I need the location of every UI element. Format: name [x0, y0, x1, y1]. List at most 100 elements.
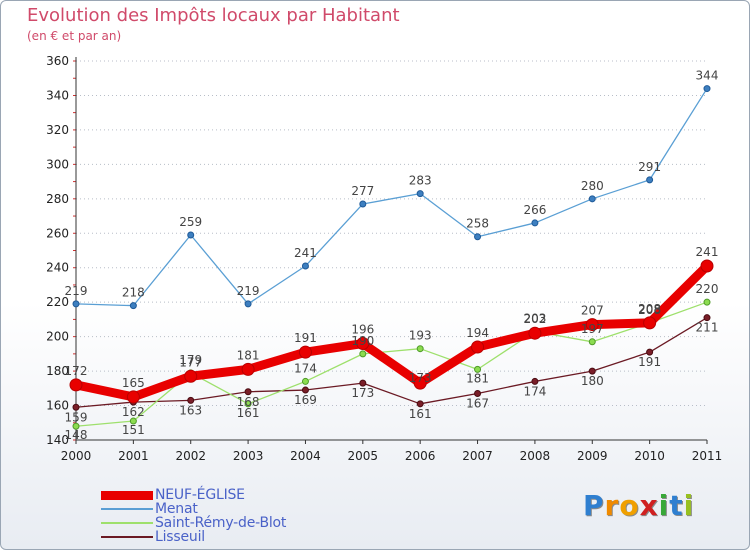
data-label: 169	[294, 393, 317, 407]
x-tick-label: 2007	[462, 449, 493, 463]
data-label: 196	[351, 323, 374, 337]
data-label: 181	[466, 371, 489, 385]
x-tick-label: 2000	[61, 449, 92, 463]
y-tick-label: 160	[46, 399, 69, 413]
data-point	[416, 345, 424, 353]
data-label: 344	[696, 69, 719, 83]
legend-swatch	[101, 490, 153, 500]
logo-letter: i	[658, 489, 670, 522]
legend-item-neuf-eglise: NEUF-ÉGLISE	[101, 487, 245, 503]
x-tick-label: 2009	[577, 449, 608, 463]
legend-item-saint-remy-de-blot: Saint-Rémy-de-Blot	[101, 515, 286, 531]
x-tick-label: 2001	[118, 449, 149, 463]
data-point	[187, 396, 195, 404]
data-label: 173	[351, 386, 374, 400]
chart-subtitle: (en € et par an)	[27, 29, 122, 43]
y-tick-label: 140	[46, 433, 69, 447]
data-label: 218	[122, 286, 145, 300]
data-point	[531, 377, 539, 385]
data-label: 280	[581, 179, 604, 193]
data-label: 191	[294, 331, 317, 345]
logo-letter: o	[619, 489, 640, 522]
chart-title: Evolution des Impôts locaux par Habitant	[27, 5, 400, 26]
data-label: 203	[523, 311, 546, 325]
data-point	[471, 340, 485, 354]
logo-letter: t	[669, 489, 684, 522]
x-tick-label: 2004	[290, 449, 321, 463]
data-point	[700, 259, 714, 273]
data-label: 167	[466, 396, 489, 410]
data-label: 174	[523, 384, 546, 398]
y-tick-label: 300	[46, 157, 69, 171]
x-tick-label: 2011	[692, 449, 723, 463]
data-label: 165	[122, 376, 145, 390]
x-tick-label: 2006	[405, 449, 436, 463]
data-point	[301, 386, 309, 394]
data-label: 173	[409, 371, 432, 385]
data-point	[184, 369, 198, 383]
data-label: 258	[466, 217, 489, 231]
legend-item-lisseuil: Lisseuil	[101, 529, 205, 545]
data-point	[703, 314, 711, 322]
data-label: 148	[65, 428, 88, 442]
data-label: 208	[638, 302, 661, 316]
data-label: 202	[523, 312, 546, 326]
data-point	[416, 190, 424, 198]
logo-letter: r	[604, 489, 620, 522]
data-label: 177	[179, 355, 202, 369]
data-point	[298, 345, 312, 359]
y-tick-label: 340	[46, 88, 69, 102]
data-point	[129, 302, 137, 310]
data-point	[588, 338, 596, 346]
y-tick-label: 240	[46, 261, 69, 275]
data-point	[359, 379, 367, 387]
y-tick-label: 280	[46, 192, 69, 206]
data-label: 168	[237, 395, 260, 409]
data-point	[244, 388, 252, 396]
series-line	[75, 87, 708, 307]
data-point	[69, 378, 83, 392]
data-point	[244, 300, 252, 308]
y-tick-label: 320	[46, 123, 69, 137]
data-point	[703, 298, 711, 306]
data-label: 190	[351, 334, 374, 348]
logo-letter: i	[683, 489, 695, 522]
data-label: 219	[65, 284, 88, 298]
data-point	[359, 200, 367, 208]
data-label: 241	[696, 245, 719, 259]
legend-label: NEUF-ÉGLISE	[155, 487, 245, 503]
data-point	[474, 365, 482, 373]
data-point	[588, 195, 596, 203]
data-point	[241, 362, 255, 376]
data-label: 163	[179, 403, 202, 417]
data-point	[301, 262, 309, 270]
data-point	[646, 176, 654, 184]
y-tick-label: 200	[46, 330, 69, 344]
data-point	[129, 417, 137, 425]
data-label: 181	[237, 348, 260, 362]
data-label: 211	[696, 321, 719, 335]
data-label: 180	[581, 374, 604, 388]
x-tick-label: 2010	[634, 449, 665, 463]
legend-label: Saint-Rémy-de-Blot	[155, 515, 287, 531]
data-label: 174	[294, 361, 317, 375]
legend-swatch	[101, 536, 153, 538]
data-point	[703, 85, 711, 93]
series-line	[75, 317, 708, 408]
data-point	[646, 348, 654, 356]
data-label: 172	[65, 364, 88, 378]
data-label: 208	[638, 303, 661, 317]
legend-swatch	[101, 522, 153, 524]
proxiti-logo: Proxiti	[583, 489, 694, 522]
data-label: 161	[409, 407, 432, 421]
data-label: 259	[179, 215, 202, 229]
logo-letter: P	[583, 489, 605, 522]
data-point	[356, 337, 370, 351]
data-point	[301, 377, 309, 385]
data-point	[72, 300, 80, 308]
legend-label: Menat	[155, 501, 198, 517]
data-label: 220	[696, 282, 719, 296]
data-point	[531, 219, 539, 227]
